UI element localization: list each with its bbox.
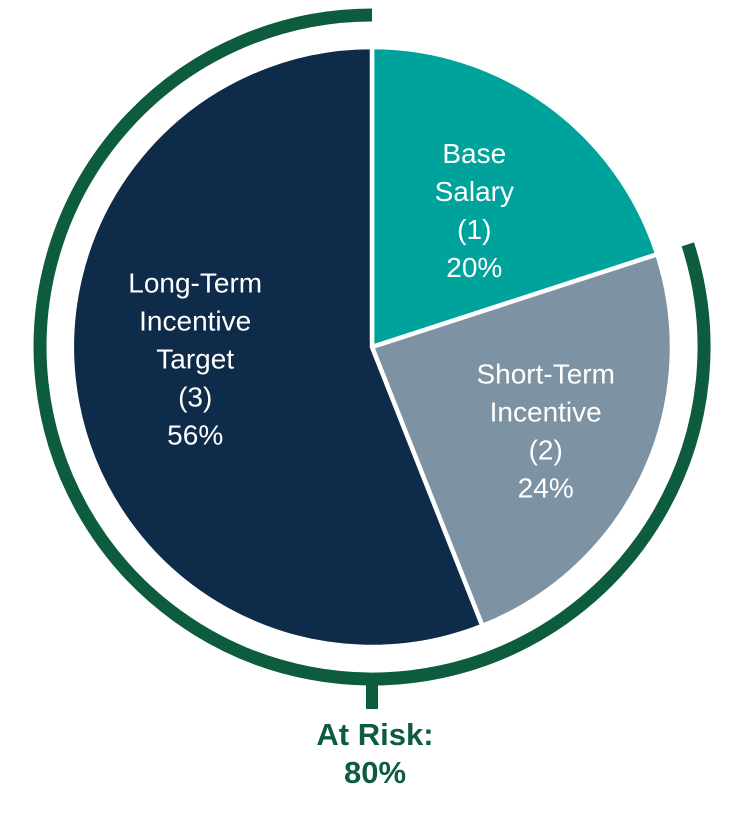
pie-slice-3 <box>69 44 485 650</box>
pie-slice-label-2: Short-Term Incentive (2) 24% <box>476 359 614 504</box>
at-risk-label-line1: At Risk: <box>316 717 434 752</box>
at-risk-arc <box>33 8 711 686</box>
at-risk-label-line2: 80% <box>343 755 407 790</box>
pie-slice-1 <box>369 44 660 350</box>
pie-slice-label-1: Base Salary (1) 20% <box>435 138 514 283</box>
at-risk-label: At Risk: 80% <box>0 716 750 792</box>
pie-slice-label-3: Long-Term Incentive Target (3) 56% <box>128 268 262 451</box>
